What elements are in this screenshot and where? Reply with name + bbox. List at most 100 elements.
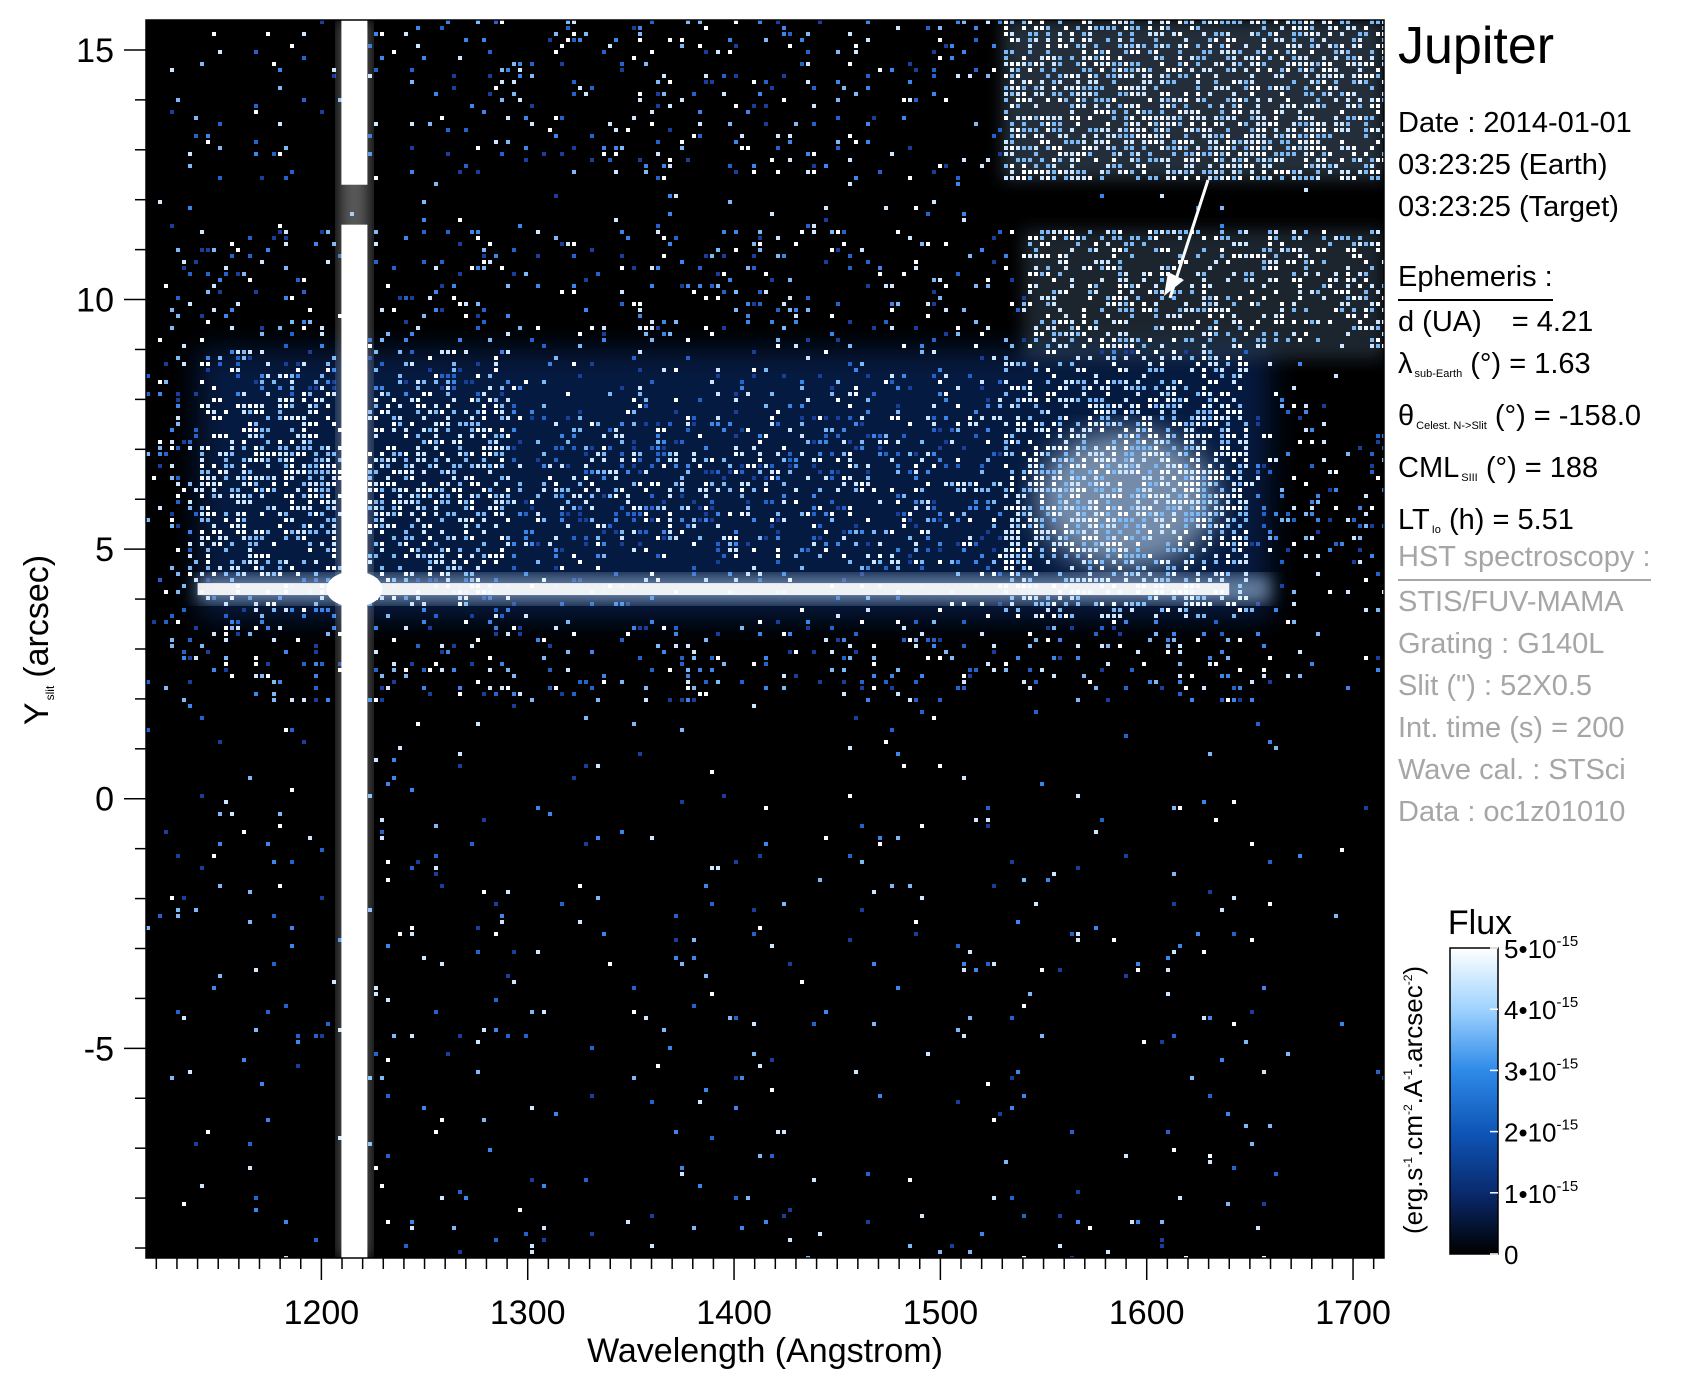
speckle — [1112, 524, 1116, 528]
speckle — [1178, 68, 1182, 72]
speckle — [1190, 416, 1194, 420]
speckle — [446, 512, 450, 516]
speckle — [1028, 506, 1032, 510]
speckle — [758, 434, 762, 438]
speckle — [566, 242, 570, 246]
speckle — [992, 356, 996, 360]
speckle — [782, 26, 786, 30]
speckle — [512, 428, 516, 432]
speckle — [1022, 422, 1026, 426]
speckle — [632, 1010, 636, 1014]
speckle — [1148, 74, 1152, 78]
speckle — [1082, 56, 1086, 60]
speckle — [848, 854, 852, 858]
speckle — [680, 98, 684, 102]
speckle — [1196, 128, 1200, 132]
speckle — [1190, 356, 1194, 360]
speckle — [218, 974, 222, 978]
speckle — [1058, 536, 1062, 540]
speckle — [254, 656, 258, 660]
speckle — [1100, 818, 1104, 822]
speckle — [1106, 260, 1110, 264]
speckle — [644, 62, 648, 66]
speckle — [1166, 74, 1170, 78]
speckle — [662, 368, 666, 372]
speckle — [1070, 338, 1074, 342]
speckle — [1196, 392, 1200, 396]
speckle — [1202, 248, 1206, 252]
speckle — [950, 656, 954, 660]
speckle — [542, 488, 546, 492]
speckle — [1208, 1094, 1212, 1098]
speckle — [980, 572, 984, 576]
speckle — [1208, 20, 1212, 24]
speckle — [176, 296, 180, 300]
speckle — [722, 290, 726, 294]
speckle — [776, 338, 780, 342]
speckle — [272, 62, 276, 66]
speckle — [1028, 542, 1032, 546]
speckle — [488, 668, 492, 672]
speckle — [596, 836, 600, 840]
speckle — [794, 320, 798, 324]
speckle — [944, 464, 948, 468]
speckle — [1052, 374, 1056, 378]
speckle — [1082, 446, 1086, 450]
speckle — [608, 428, 612, 432]
speckle — [410, 1220, 414, 1224]
speckle — [872, 656, 876, 660]
speckle — [980, 554, 984, 558]
speckle — [470, 428, 474, 432]
speckle — [272, 608, 276, 612]
speckle — [1034, 332, 1038, 336]
speckle — [1142, 386, 1146, 390]
speckle — [854, 632, 858, 636]
speckle — [1142, 242, 1146, 246]
speckle — [1046, 488, 1050, 492]
speckle — [956, 560, 960, 564]
speckle — [182, 266, 186, 270]
speckle — [458, 566, 462, 570]
speckle — [1076, 698, 1080, 702]
speckle — [872, 674, 876, 678]
speckle — [962, 968, 966, 972]
speckle — [476, 524, 480, 528]
speckle — [452, 566, 456, 570]
speckle — [896, 620, 900, 624]
speckle — [770, 524, 774, 528]
speckle — [416, 44, 420, 48]
speckle — [398, 296, 402, 300]
speckle — [266, 662, 270, 666]
speckle — [1172, 140, 1176, 144]
speckle — [1046, 428, 1050, 432]
speckle — [1010, 548, 1014, 552]
speckle — [254, 110, 258, 114]
speckle — [632, 56, 636, 60]
speckle — [620, 302, 624, 306]
speckle — [1022, 128, 1026, 132]
speckle — [722, 74, 726, 78]
speckle — [932, 68, 936, 72]
speckle — [404, 296, 408, 300]
speckle — [1010, 554, 1014, 558]
speckle — [950, 428, 954, 432]
speckle — [410, 350, 414, 354]
speckle — [1094, 602, 1098, 606]
speckle — [740, 452, 744, 456]
speckle — [1028, 80, 1032, 84]
speckle — [176, 416, 180, 420]
speckle — [1202, 332, 1206, 336]
speckle — [1130, 128, 1134, 132]
speckle — [1106, 458, 1110, 462]
speckle — [374, 626, 378, 630]
speckle — [236, 518, 240, 522]
speckle — [656, 92, 660, 96]
speckle — [1022, 1256, 1026, 1258]
speckle — [284, 362, 288, 366]
speckle — [710, 380, 714, 384]
speckle — [674, 626, 678, 630]
speckle — [374, 122, 378, 126]
speckle — [482, 458, 486, 462]
speckle — [788, 1238, 792, 1242]
speckle — [164, 284, 168, 288]
